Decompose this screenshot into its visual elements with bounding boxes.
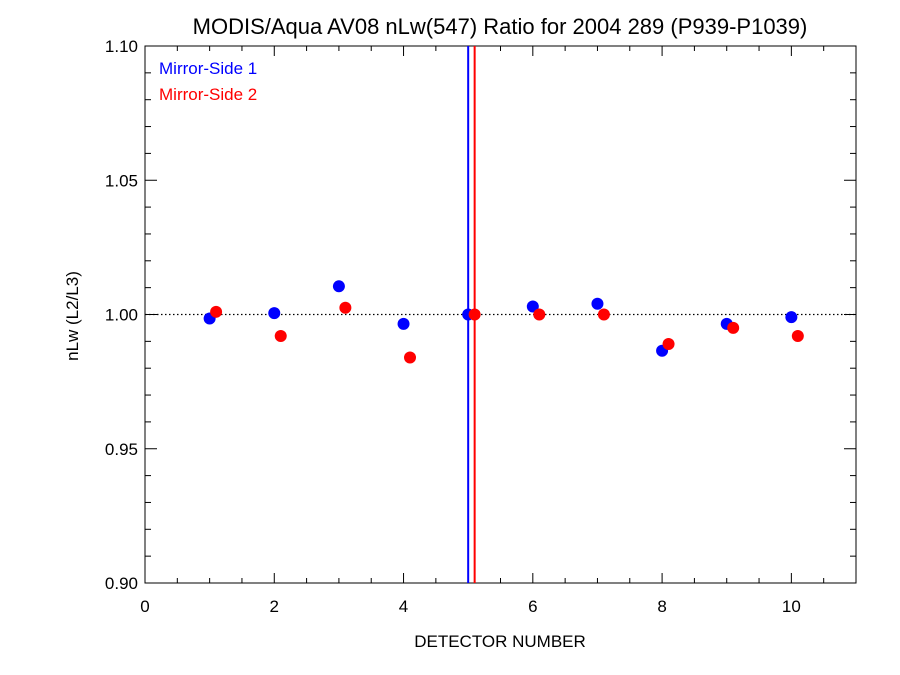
x-tick-label: 2 [270,597,279,616]
data-point-series-2 [662,338,675,351]
data-point-series-1 [397,317,410,330]
x-tick-label: 10 [782,597,801,616]
data-point-series-2 [791,329,804,342]
data-point-series-2 [210,305,223,318]
x-tick-label: 0 [140,597,149,616]
data-point-series-1 [591,297,604,310]
data-point-series-2 [339,301,352,314]
data-point-series-1 [785,311,798,324]
legend-entry: Mirror-Side 1 [159,59,257,78]
y-tick-label: 1.00 [105,306,138,325]
data-point-series-2 [468,308,481,321]
x-tick-label: 8 [657,597,666,616]
data-point-series-1 [332,280,345,293]
legend: Mirror-Side 1 Mirror-Side 2 [159,59,257,104]
data-point-series-2 [597,308,610,321]
data-point-series-2 [727,321,740,334]
data-point-series-2 [533,308,546,321]
chart-title: MODIS/Aqua AV08 nLw(547) Ratio for 2004 … [193,14,808,39]
x-axis-label: DETECTOR NUMBER [414,632,586,651]
axes: 0 2 4 6 8 10 0.90 0.95 1.00 1.05 1.10 [105,37,857,616]
data-point-series-2 [274,329,287,342]
y-tick-label: 1.05 [105,171,138,190]
data-point-series-1 [526,300,539,313]
y-tick-label: 0.95 [105,440,138,459]
x-tick-label: 6 [528,597,537,616]
data-point-series-2 [404,351,417,364]
y-axis-label: nLw (L2/L3) [63,271,82,361]
data-point-series-1 [268,307,281,320]
y-tick-label: 0.90 [105,574,138,593]
legend-entry: Mirror-Side 2 [159,85,257,104]
y-tick-label: 1.10 [105,37,138,56]
x-tick-label: 4 [399,597,408,616]
plot-area [145,46,856,583]
